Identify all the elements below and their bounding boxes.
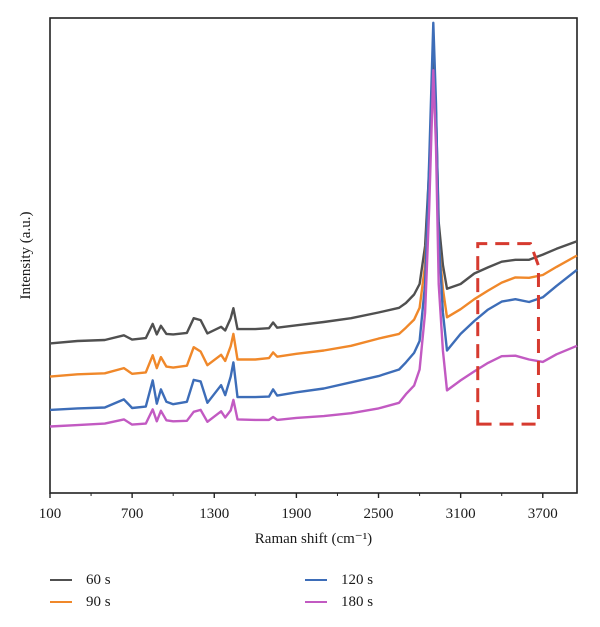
series-layer (49, 21, 578, 428)
legend-label: 120 s (341, 571, 374, 588)
x-axis-label: Raman shift (cm⁻¹) (255, 531, 372, 547)
legend-label: 60 s (86, 571, 111, 588)
legend-swatch (305, 579, 327, 581)
legend-swatch (50, 579, 72, 581)
legend: 60 s 90 s 120 s 180 s (0, 562, 600, 622)
x-tick-label: 1900 (281, 506, 311, 522)
series-line-4 (49, 69, 578, 428)
y-axis-label: Intensity (a.u.) (18, 212, 34, 300)
legend-swatch (50, 601, 72, 603)
x-tick-label: 700 (121, 506, 144, 522)
series-line-1 (49, 59, 578, 345)
legend-item-2: 90 s (50, 592, 111, 612)
legend-label: 180 s (341, 593, 374, 610)
raman-chart: 100 700 1300 1900 2500 3100 3700 Raman shift (… (18, 17, 578, 547)
x-tick-label: 3700 (528, 506, 558, 522)
x-tick-label: 100 (39, 506, 62, 522)
series-line-2 (49, 73, 578, 378)
legend-item-1: 60 s (50, 570, 111, 590)
legend-label: 90 s (86, 593, 111, 610)
highlight-box (476, 242, 540, 426)
highlight-rect (476, 242, 540, 426)
x-axis-ticks: 100 700 1300 1900 2500 3100 3700 (39, 493, 558, 522)
x-tick-label: 3100 (446, 506, 476, 522)
x-tick-label: 1300 (199, 506, 229, 522)
legend-item-3: 120 s (305, 570, 373, 590)
legend-swatch (305, 601, 327, 603)
legend-item-4: 180 s (305, 592, 373, 612)
x-tick-label: 2500 (364, 506, 394, 522)
series-line-3 (49, 21, 578, 412)
